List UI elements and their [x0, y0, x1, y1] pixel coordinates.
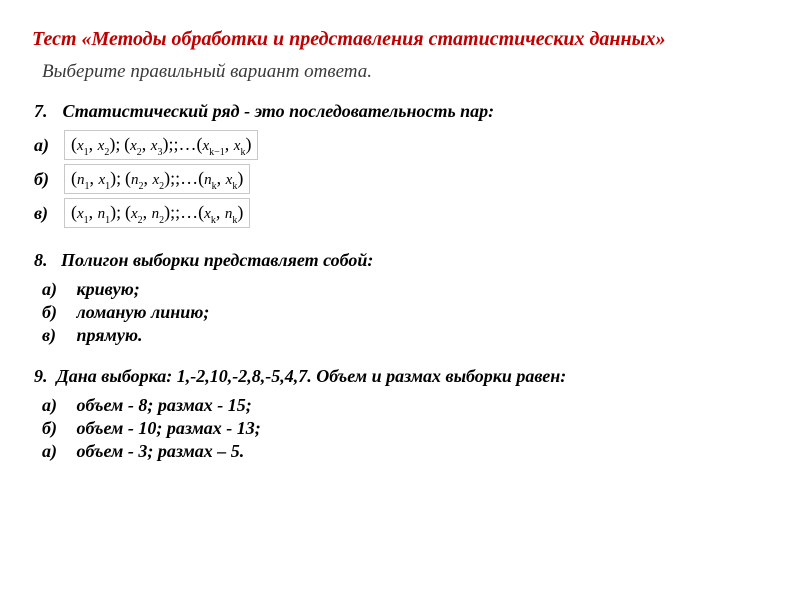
test-title: Тест «Методы обработки и представления с… — [32, 28, 768, 51]
q7-option-a-formula: (x1, x2); (x2, x3);;…(xk−1, xk) — [64, 130, 258, 160]
q7-option-v: в) (x1, n1); (x2, n2);;…(xk, nk) — [34, 198, 768, 228]
q8-option-b-text: ломаную линию; — [77, 302, 210, 322]
q8-option-a-label: а) — [42, 279, 72, 300]
q8-option-v: в) прямую. — [42, 325, 768, 346]
instruction: Выберите правильный вариант ответа. — [42, 61, 768, 83]
q8-option-b: б) ломаную линию; — [42, 302, 768, 323]
q8-text: 8. Полигон выборки представляет собой: — [34, 250, 768, 271]
q7-option-v-formula: (x1, n1); (x2, n2);;…(xk, nk) — [64, 198, 250, 228]
q7-option-b: б) (n1, x1); (n2, x2);;…(nk, xk) — [34, 164, 768, 194]
q8-options: а) кривую; б) ломаную линию; в) прямую. — [32, 279, 768, 346]
q9-number: 9. — [34, 366, 48, 386]
q8-option-a: а) кривую; — [42, 279, 768, 300]
q7-body: Статистический ряд - это последовательно… — [63, 101, 495, 121]
q8-option-b-label: б) — [42, 302, 72, 323]
q8-number: 8. — [34, 250, 48, 270]
q9-option-3-text: объем - 3; размах – 5. — [77, 441, 245, 461]
slide: Тест «Методы обработки и представления с… — [0, 0, 800, 600]
q9-option-1-text: объем - 8; размах - 15; — [77, 395, 252, 415]
q8-option-a-text: кривую; — [77, 279, 140, 299]
q9-option-1-label: а) — [42, 395, 72, 416]
q7-option-b-formula: (n1, x1); (n2, x2);;…(nk, xk) — [64, 164, 250, 194]
q9-option-1: а) объем - 8; размах - 15; — [42, 395, 768, 416]
q9-text: 9. Дана выборка: 1,-2,10,-2,8,-5,4,7. Об… — [34, 366, 768, 387]
q9-option-3-label: а) — [42, 441, 72, 462]
q7-number: 7. — [34, 101, 58, 122]
q8-option-v-label: в) — [42, 325, 72, 346]
q9-option-2: б) объем - 10; размах - 13; — [42, 418, 768, 439]
q8-body: Полигон выборки представляет собой: — [61, 250, 373, 270]
q9-option-3: а) объем - 3; размах – 5. — [42, 441, 768, 462]
q9-option-2-label: б) — [42, 418, 72, 439]
q9-options: а) объем - 8; размах - 15; б) объем - 10… — [32, 395, 768, 462]
q7-option-b-label: б) — [34, 169, 64, 190]
q7-option-a: а) (x1, x2); (x2, x3);;…(xk−1, xk) — [34, 130, 768, 160]
q9-body: Дана выборка: 1,-2,10,-2,8,-5,4,7. Объем… — [57, 366, 567, 386]
q7-option-a-label: а) — [34, 135, 64, 156]
q8-option-v-text: прямую. — [77, 325, 143, 345]
q7-text: 7. Статистический ряд - это последовател… — [34, 101, 768, 122]
q9-option-2-text: объем - 10; размах - 13; — [77, 418, 261, 438]
q7-option-v-label: в) — [34, 203, 64, 224]
